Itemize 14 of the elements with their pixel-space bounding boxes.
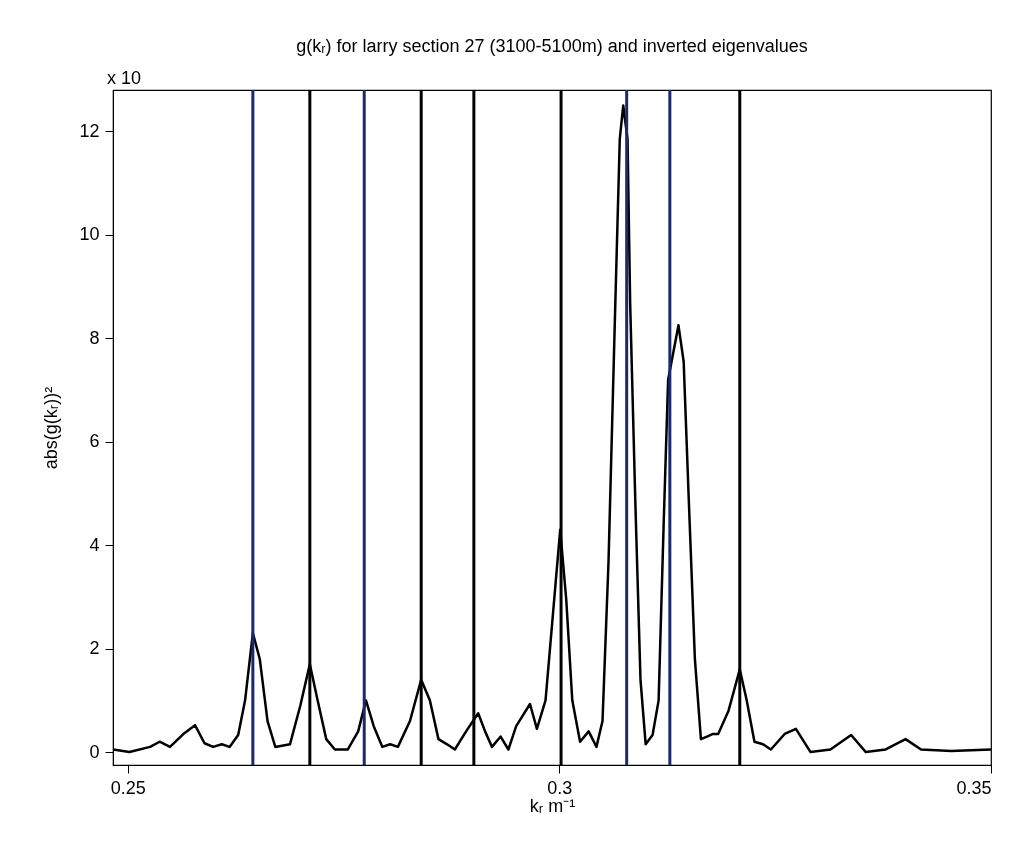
y-tick-label: 4 [89,534,100,555]
y-tick-label: 12 [79,120,100,141]
text: x 10 [107,68,142,88]
y-tick-label: 8 [89,327,100,348]
y-tick-label: 6 [89,431,100,452]
x-tick-label: 0.35 [956,777,992,798]
y-tick-label: 10 [79,224,100,245]
y-axis-title: abs(g(kᵣ))² [41,386,62,470]
x-tick-label: 0.3 [547,777,573,798]
chart-title: g(kᵣ) for larry section 27 (3100-5100m) and inverted eigenvalues [296,36,808,56]
y-tick-label: 2 [89,638,100,659]
x-axis-title: kᵣ m⁻¹ [529,795,576,816]
y-tick-label: 0 [89,741,100,762]
x-tick-label: 0.25 [110,777,146,798]
